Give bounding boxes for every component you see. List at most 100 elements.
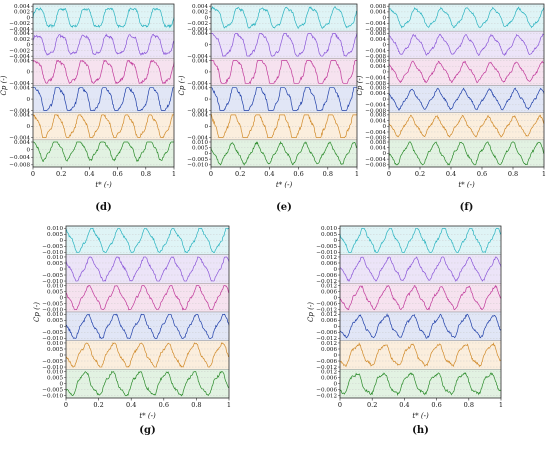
y-tick-label: 0 xyxy=(382,124,386,130)
panel-3: 0.0080.0040−0.004−0.0080.0080.0040−0.004… xyxy=(356,3,546,213)
series-background xyxy=(339,340,502,370)
y-tick-label: −0.012 xyxy=(316,279,337,285)
y-tick-label: 0.004 xyxy=(370,146,386,152)
series-line xyxy=(32,59,175,85)
series-line xyxy=(65,285,230,311)
y-tick-label: 0 xyxy=(382,151,386,157)
y-tick-label: −0.006 xyxy=(316,330,337,336)
y-tick-label: 0 xyxy=(382,70,386,76)
y-tick-label: 0 xyxy=(204,43,208,49)
y-tick-label: −0.010 xyxy=(42,308,63,314)
y-tick-label: −0.002 xyxy=(9,48,30,54)
y-tick-label: 0.004 xyxy=(14,113,30,119)
y-tick-label: −0.005 xyxy=(42,301,63,307)
y-tick-label: 0 xyxy=(204,15,208,21)
y-tick-label: 0.008 xyxy=(370,4,386,10)
series-background xyxy=(339,369,502,399)
x-tick-label: 0.8 xyxy=(323,170,333,178)
plot-frame xyxy=(388,3,545,168)
y-tick-label: 0.004 xyxy=(192,58,208,64)
y-tick-label: −0.004 xyxy=(365,48,386,54)
series-background xyxy=(32,139,175,168)
y-tick-label: −0.004 xyxy=(187,54,208,60)
y-tick-label: −0.008 xyxy=(365,81,386,87)
series-line xyxy=(65,342,230,368)
x-tick-label: 0.4 xyxy=(126,401,136,409)
panel-1: 0.0040.0020−0.002−0.0040.0040.0020−0.002… xyxy=(0,3,176,213)
panel-5: 0.0100.0050−0.005−0.0100.0120.0060−0.006… xyxy=(307,225,503,436)
x-tick-label: 0 xyxy=(209,170,213,178)
x-tick-label: 0.8 xyxy=(508,170,518,178)
series-line xyxy=(32,33,175,56)
y-tick-label: 0.005 xyxy=(321,232,337,238)
series-line xyxy=(210,114,358,139)
y-tick-label: −0.005 xyxy=(42,244,63,250)
panel-2: 0.0040.0020−0.002−0.0040.0040−0.0040.004… xyxy=(178,3,359,213)
x-tick-label: 0 xyxy=(338,401,342,409)
y-tick-label: −0.002 xyxy=(9,21,30,27)
y-tick-label: −0.010 xyxy=(187,163,208,169)
y-tick-label: 0 xyxy=(26,43,30,49)
y-tick-label: 0.008 xyxy=(370,85,386,91)
y-tick-label: −0.012 xyxy=(316,308,337,314)
y-tick-label: 0.012 xyxy=(321,255,337,261)
series-line xyxy=(339,256,502,282)
y-tick-label: −0.010 xyxy=(42,250,63,256)
panel-4: 0.0100.0050−0.005−0.0100.0100.0050−0.005… xyxy=(33,225,231,436)
y-tick-label: 0.005 xyxy=(192,146,208,152)
y-tick-label: −0.006 xyxy=(316,387,337,393)
y-tick-label: 0 xyxy=(333,238,337,244)
y-tick-label: 0.006 xyxy=(321,261,337,267)
y-tick-label: 0 xyxy=(59,267,63,273)
y-tick-label: 0.010 xyxy=(321,226,337,232)
y-tick-label: 0.004 xyxy=(192,31,208,37)
y-tick-label: 0.004 xyxy=(370,37,386,43)
y-tick-label: −0.002 xyxy=(187,21,208,27)
y-tick-label: 0 xyxy=(333,324,337,330)
x-tick-label: 0.4 xyxy=(264,170,274,178)
x-tick-label: 1 xyxy=(542,170,546,178)
series-line xyxy=(211,60,357,85)
y-tick-label: −0.004 xyxy=(9,27,30,33)
x-tick-label: 0.6 xyxy=(112,170,122,178)
y-tick-label: 0.008 xyxy=(370,113,386,119)
y-tick-label: 0.005 xyxy=(47,232,63,238)
series-line xyxy=(388,141,545,166)
y-tick-label: 0.006 xyxy=(321,375,337,381)
y-tick-label: 0.004 xyxy=(370,118,386,124)
series-line xyxy=(65,256,230,282)
y-axis-label: Cp (-) xyxy=(307,302,315,322)
y-tick-label: 0.012 xyxy=(321,283,337,289)
series-line xyxy=(210,140,358,166)
series-line xyxy=(339,284,502,311)
y-tick-label: 0.002 xyxy=(14,10,30,16)
y-tick-label: 0 xyxy=(26,124,30,130)
series-line xyxy=(339,372,502,396)
y-tick-label: 0 xyxy=(26,15,30,21)
y-tick-label: 0 xyxy=(59,238,63,244)
y-tick-label: 0.004 xyxy=(14,31,30,37)
series-line xyxy=(339,313,502,339)
x-axis-label: t* (-) xyxy=(458,181,475,189)
x-tick-label: 0.2 xyxy=(93,401,103,409)
y-tick-label: −0.004 xyxy=(365,75,386,81)
y-tick-label: −0.004 xyxy=(365,21,386,27)
y-tick-label: 0.012 xyxy=(321,369,337,375)
y-tick-label: 0.006 xyxy=(321,347,337,353)
y-tick-label: 0 xyxy=(59,353,63,359)
panel-label: (e) xyxy=(276,202,292,213)
x-tick-label: 0.4 xyxy=(446,170,456,178)
y-tick-label: 0.010 xyxy=(192,140,208,146)
y-tick-label: −0.004 xyxy=(9,135,30,141)
